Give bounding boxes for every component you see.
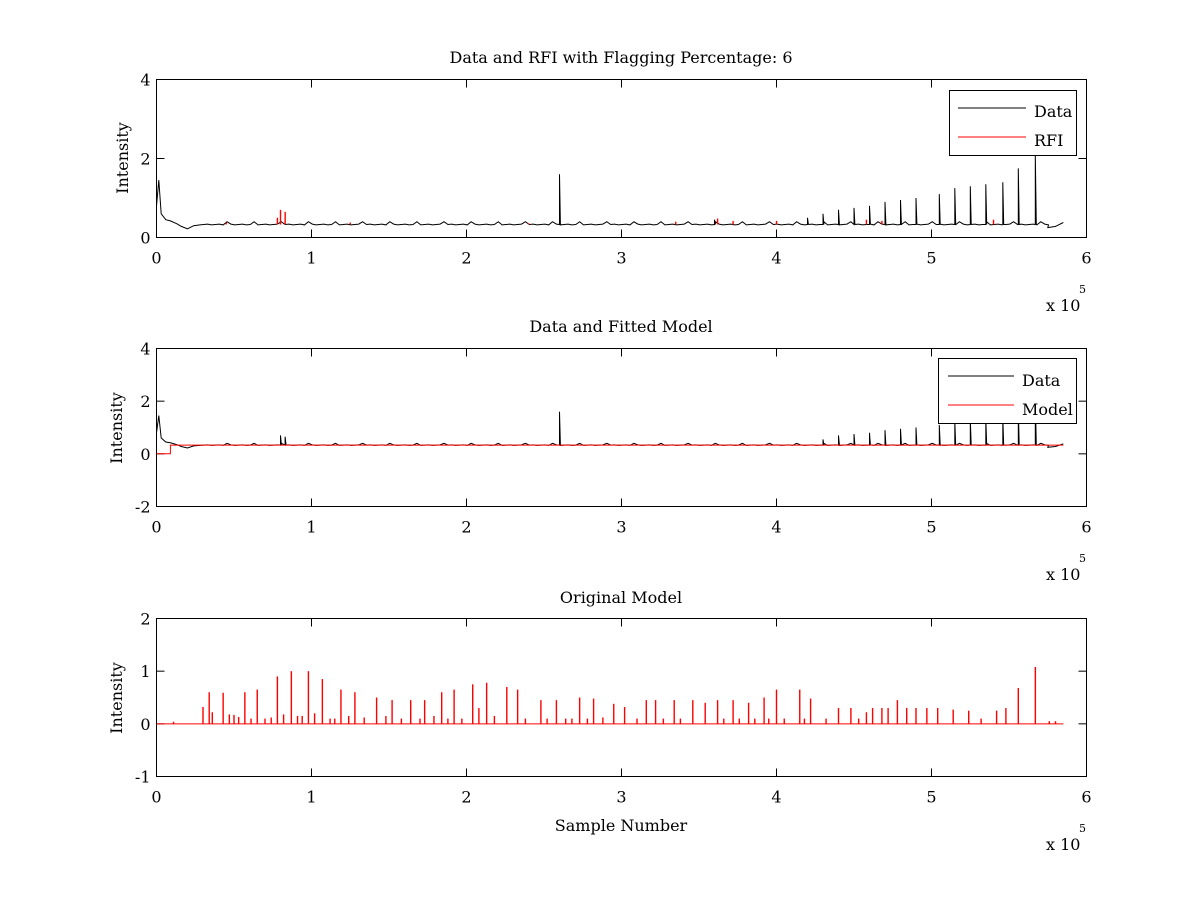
y-tick-label: -1 xyxy=(135,768,151,787)
x-tick-label: 5 xyxy=(926,788,936,807)
y-tick-label: 1 xyxy=(140,662,150,681)
legend-label-data: Data xyxy=(1034,102,1073,121)
ticks-group: 0 1 2 3 4 5 6 0 2 4 xyxy=(140,71,1091,268)
x-tick-label: 4 xyxy=(771,788,781,807)
plot-area xyxy=(156,79,1087,238)
series-group xyxy=(156,154,1064,230)
x-tick-label: 2 xyxy=(461,518,471,537)
y-tick-label: 0 xyxy=(140,715,150,734)
x-tick-label: 2 xyxy=(461,249,471,268)
legend-label-rfi: RFI xyxy=(1034,131,1063,150)
y-axis-label: Intensity xyxy=(107,392,126,464)
series-group xyxy=(156,666,1064,725)
y-tick-label: 4 xyxy=(140,71,150,90)
legend-box xyxy=(949,90,1077,156)
y-tick-label: 2 xyxy=(140,610,150,629)
chart-title: Data and RFI with Flagging Percentage: 6 xyxy=(449,48,792,67)
legend: Data Model xyxy=(938,358,1077,424)
chart-title: Original Model xyxy=(560,588,682,607)
x-tick-label: 0 xyxy=(151,518,161,537)
series-group xyxy=(156,398,1064,455)
x-tick-label: 1 xyxy=(306,788,316,807)
x-tick-label: 6 xyxy=(1081,788,1091,807)
chart-title: Data and Fitted Model xyxy=(529,317,712,336)
y-tick-label: -2 xyxy=(135,498,151,517)
x-exponent-label: 5 xyxy=(1079,552,1086,565)
series-line-model xyxy=(156,444,1064,455)
y-tick-label: 2 xyxy=(140,392,150,411)
x-tick-label: 3 xyxy=(616,518,626,537)
legend-box xyxy=(938,358,1077,424)
x-tick-label: 4 xyxy=(771,249,781,268)
x-tick-label: 1 xyxy=(306,518,316,537)
legend-label-model: Model xyxy=(1022,400,1073,419)
x-tick-label: 0 xyxy=(151,788,161,807)
x-multiplier-label: x 10 xyxy=(1046,565,1080,584)
y-tick-label: 0 xyxy=(140,445,150,464)
x-tick-label: 3 xyxy=(616,249,626,268)
legend-label-data: Data xyxy=(1022,371,1061,390)
x-multiplier-label: x 10 xyxy=(1046,296,1080,315)
x-tick-label: 1 xyxy=(306,249,316,268)
x-tick-label: 0 xyxy=(151,249,161,268)
y-tick-label: 0 xyxy=(140,229,150,248)
x-tick-label: 6 xyxy=(1081,249,1091,268)
x-tick-label: 2 xyxy=(461,788,471,807)
chart-panel-fitted-model: Data and Fitted Model Intensity 0 1 2 3 4 5 6 -… xyxy=(107,317,1092,584)
plot-area xyxy=(156,618,1087,777)
y-tick-label: 4 xyxy=(140,340,150,359)
chart-panel-rfi: Data and RFI with Flagging Percentage: 6… xyxy=(113,48,1092,315)
x-tick-label: 5 xyxy=(926,518,936,537)
legend: Data RFI xyxy=(949,90,1077,156)
x-multiplier-label: x 10 xyxy=(1046,835,1080,854)
series-line-data xyxy=(156,154,1064,230)
x-tick-label: 4 xyxy=(771,518,781,537)
x-axis-label: Sample Number xyxy=(555,816,688,835)
x-exponent-label: 5 xyxy=(1079,283,1086,296)
y-tick-label: 2 xyxy=(140,150,150,169)
plot-area xyxy=(156,348,1087,507)
y-axis-label: Intensity xyxy=(107,662,126,734)
x-tick-label: 3 xyxy=(616,788,626,807)
x-tick-label: 5 xyxy=(926,249,936,268)
y-axis-label: Intensity xyxy=(113,122,132,194)
x-exponent-label: 5 xyxy=(1079,822,1086,835)
x-tick-label: 6 xyxy=(1081,518,1091,537)
